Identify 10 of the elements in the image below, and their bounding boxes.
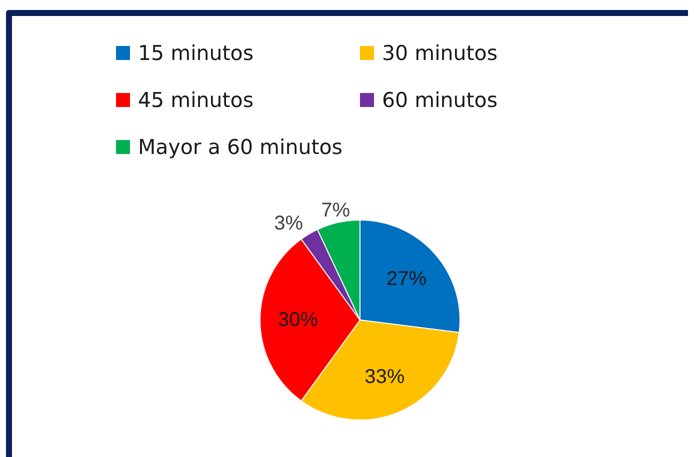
data-label: 33% [364,366,405,388]
data-label: 3% [274,212,304,235]
data-label: 30% [278,309,318,331]
legend-label: 30 minutos [382,41,498,65]
legend-label: 15 minutos [138,41,254,65]
data-label: 27% [386,268,427,290]
legend-label: 60 minutos [382,88,498,112]
legend-label: Mayor a 60 minutos [138,135,342,159]
legend-label: 45 minutos [138,88,254,112]
data-label: 7% [321,200,350,222]
